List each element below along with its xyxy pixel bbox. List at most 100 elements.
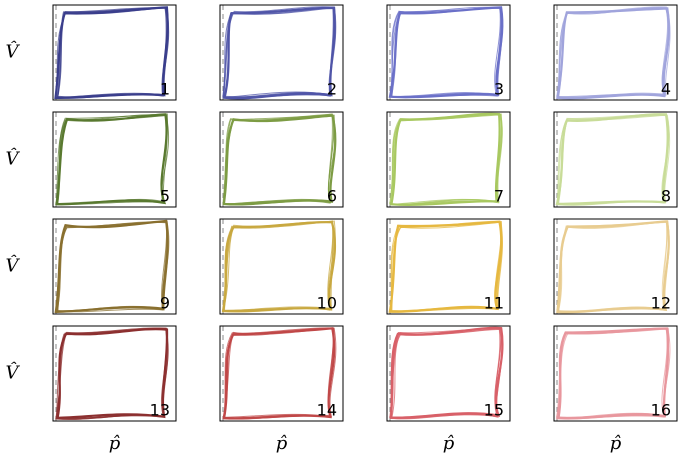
loop [55, 114, 170, 205]
panel-number: 8 [661, 187, 671, 206]
loop [557, 7, 670, 98]
loop [222, 6, 337, 99]
loop [558, 7, 669, 99]
loop [54, 219, 169, 314]
panel-frame [386, 111, 511, 208]
y-axis-label: V̂ [6, 254, 21, 276]
panel: 12 [553, 218, 678, 315]
loop [222, 6, 335, 98]
loop [56, 221, 168, 313]
loop [390, 327, 503, 420]
loop [56, 113, 169, 205]
loop [390, 112, 501, 206]
loop [389, 114, 503, 205]
loop [57, 6, 170, 99]
panel-frame [219, 4, 344, 101]
loop [557, 114, 670, 205]
panel: 7 [386, 111, 511, 208]
loop [55, 113, 168, 206]
panel-frame [553, 111, 678, 208]
panel-frame [219, 218, 344, 315]
loop [391, 328, 502, 419]
panel-number: 15 [484, 401, 504, 420]
panel-number: 9 [160, 294, 170, 313]
loop [223, 6, 336, 99]
loop [57, 220, 170, 313]
panel-number: 12 [651, 294, 671, 313]
loop [54, 6, 169, 100]
panel: 1 [52, 4, 177, 101]
loop [556, 7, 671, 98]
panel: 16 [553, 325, 678, 422]
loop [56, 114, 168, 205]
panel: 15 [386, 325, 511, 422]
loop [391, 113, 502, 206]
loop [556, 114, 670, 206]
panel: 2 [219, 4, 344, 101]
panel-frame [386, 4, 511, 101]
loop [223, 221, 334, 312]
loop [557, 6, 669, 98]
loop [222, 220, 334, 311]
panel-frame [219, 325, 344, 422]
panel-number: 14 [317, 401, 337, 420]
loop [55, 114, 168, 206]
loop [390, 6, 502, 97]
panel-frame [553, 218, 678, 315]
panel: 13 [52, 325, 177, 422]
loop [223, 113, 336, 205]
loop [391, 7, 502, 98]
loop [390, 220, 502, 312]
loop [56, 7, 168, 99]
loop [556, 7, 670, 100]
panel-number: 7 [494, 187, 504, 206]
y-axis-label: V̂ [6, 361, 21, 383]
loop [391, 113, 503, 206]
loop [222, 114, 337, 206]
panel-frame [52, 325, 177, 422]
loop [388, 6, 504, 99]
loop [557, 221, 668, 312]
loop [555, 113, 669, 206]
panel: 14 [219, 325, 344, 422]
panel-number: 16 [651, 401, 671, 420]
panel-frame [52, 111, 177, 208]
panel: 5 [52, 111, 177, 208]
x-axis-label: p̂ [443, 433, 455, 454]
loop [391, 6, 503, 98]
loop [223, 114, 336, 205]
panel-frame [52, 218, 177, 315]
panel-frame [553, 4, 678, 101]
loop [558, 328, 669, 419]
loop [389, 7, 503, 98]
loop [389, 113, 503, 205]
loop [390, 6, 501, 98]
panel: 4 [553, 4, 678, 101]
loop [57, 221, 168, 312]
panel-number: 11 [484, 294, 504, 313]
loop [56, 221, 168, 312]
loop [56, 7, 169, 99]
panel: 11 [386, 218, 511, 315]
loop [55, 328, 169, 419]
x-axis-label: p̂ [276, 433, 288, 454]
loop [222, 7, 336, 99]
loop [57, 7, 169, 98]
loop [558, 113, 670, 205]
loop [222, 113, 334, 205]
panel-frame [52, 4, 177, 101]
loop [224, 114, 333, 205]
panel: 9 [52, 218, 177, 315]
panel-frame [386, 325, 511, 422]
y-axis-label: V̂ [6, 147, 21, 169]
panel-number: 6 [327, 187, 337, 206]
panel-frame [219, 111, 344, 208]
loop [390, 114, 501, 205]
panel-number: 10 [317, 294, 337, 313]
loop [223, 7, 334, 99]
panel: 3 [386, 4, 511, 101]
x-axis-label: p̂ [610, 433, 622, 454]
panel-number: 13 [150, 401, 170, 420]
loop [55, 220, 169, 312]
